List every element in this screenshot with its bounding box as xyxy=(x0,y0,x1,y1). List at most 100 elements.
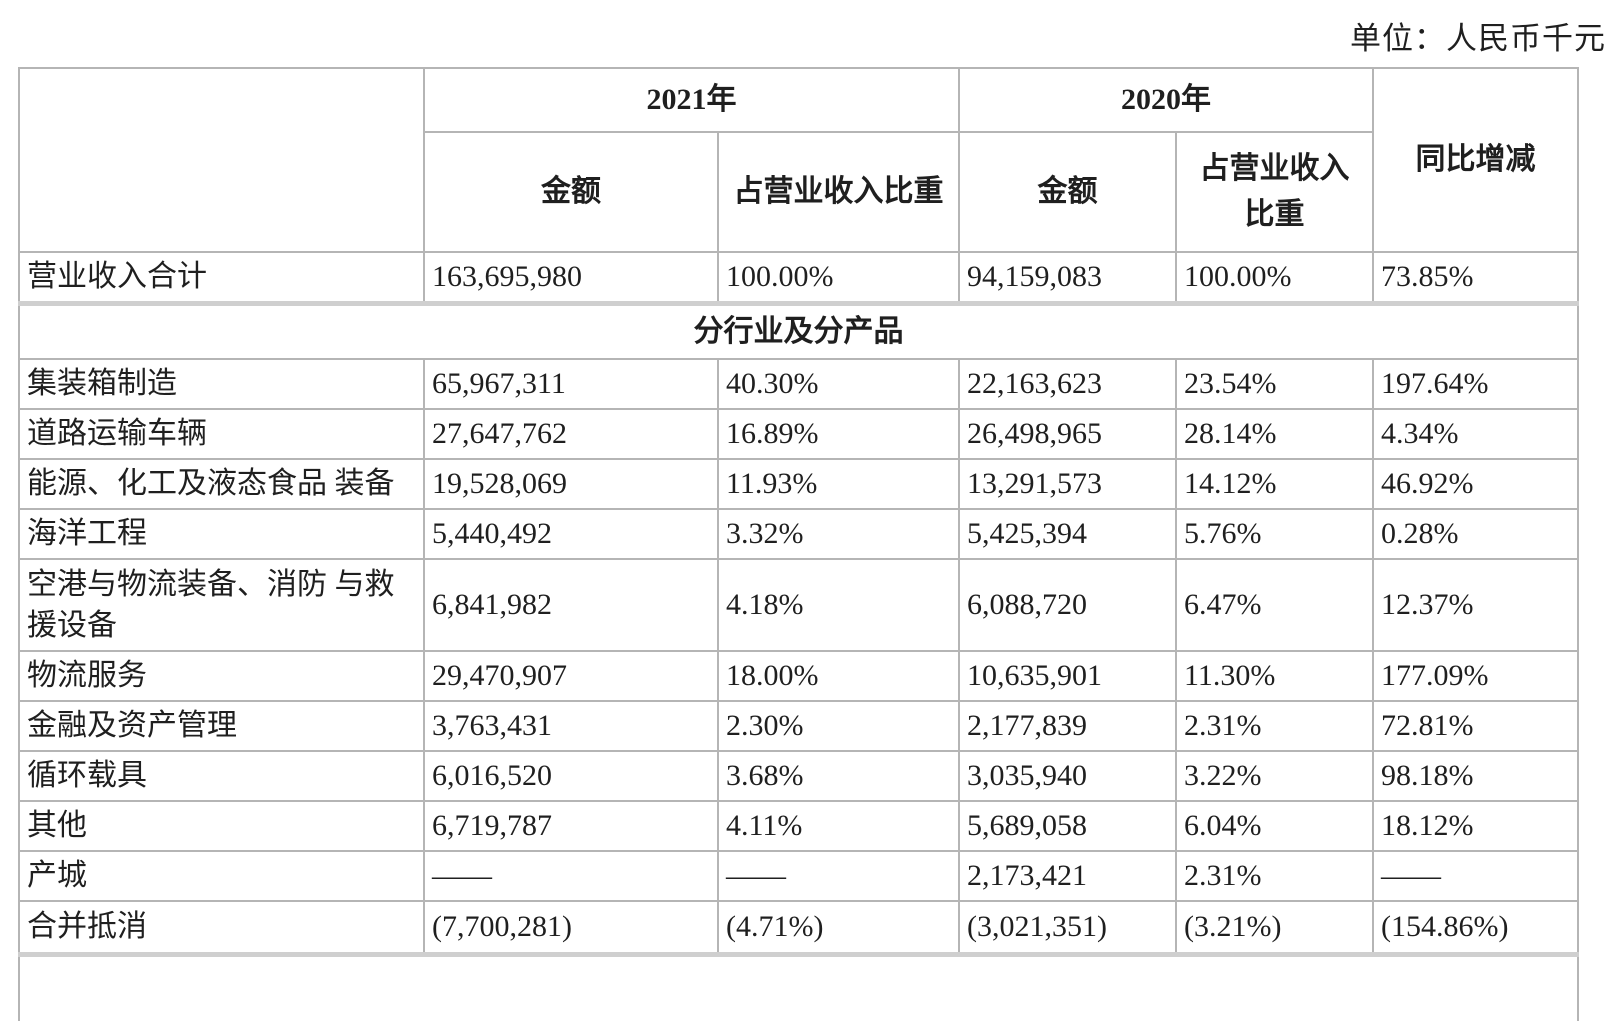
pct-2021-cell: (4.71%) xyxy=(718,901,959,955)
yoy-cell: (154.86%) xyxy=(1373,901,1578,955)
pct-2020-cell: 11.30% xyxy=(1176,651,1373,701)
amount-2020-cell: 2,177,839 xyxy=(959,701,1176,751)
row-label: 其他 xyxy=(19,801,424,851)
header-empty-cell xyxy=(19,68,424,252)
yoy-cell: 18.12% xyxy=(1373,801,1578,851)
amount-2021-cell: —— xyxy=(424,851,718,901)
revenue-breakdown-table: 2021年 2020年 同比增减 金额 占营业收入比重 金额 占营业收入 比重 … xyxy=(18,67,1579,1021)
amount-2021-cell: 6,841,982 xyxy=(424,559,718,651)
table-row-energy-chemical: 能源、化工及液态食品 装备 19,528,069 11.93% 13,291,5… xyxy=(19,459,1578,509)
pct-2020-cell: 2.31% xyxy=(1176,701,1373,751)
row-label: 营业收入合计 xyxy=(19,252,424,304)
pct-2020-cell: 14.12% xyxy=(1176,459,1373,509)
table-row-airport-logistics-fire: 空港与物流装备、消防 与救援设备 6,841,982 4.18% 6,088,7… xyxy=(19,559,1578,651)
pct-2020-cell: 23.54% xyxy=(1176,359,1373,409)
row-label: 物流服务 xyxy=(19,651,424,701)
amount-2020-cell: 13,291,573 xyxy=(959,459,1176,509)
pct-2020-cell: 3.22% xyxy=(1176,751,1373,801)
amount-2020-cell: 3,035,940 xyxy=(959,751,1176,801)
table-row-logistics-services: 物流服务 29,470,907 18.00% 10,635,901 11.30%… xyxy=(19,651,1578,701)
table-row-offshore-engineering: 海洋工程 5,440,492 3.32% 5,425,394 5.76% 0.2… xyxy=(19,509,1578,559)
amount-2021-cell: 5,440,492 xyxy=(424,509,718,559)
header-pct-2020: 占营业收入 比重 xyxy=(1176,132,1373,252)
pct-2021-cell: 4.18% xyxy=(718,559,959,651)
amount-2021-cell: (7,700,281) xyxy=(424,901,718,955)
amount-2020-cell: 2,173,421 xyxy=(959,851,1176,901)
pct-2020-cell: 2.31% xyxy=(1176,851,1373,901)
pct-2020-cell: 5.76% xyxy=(1176,509,1373,559)
yoy-cell: 72.81% xyxy=(1373,701,1578,751)
pct-2020-cell: 6.47% xyxy=(1176,559,1373,651)
pct-2020-cell: 6.04% xyxy=(1176,801,1373,851)
row-label: 金融及资产管理 xyxy=(19,701,424,751)
table-row-industry-city: 产城 —— —— 2,173,421 2.31% —— xyxy=(19,851,1578,901)
pct-2021-cell: 11.93% xyxy=(718,459,959,509)
header-row-years: 2021年 2020年 同比增减 xyxy=(19,68,1578,132)
table-row-finance-asset-mgmt: 金融及资产管理 3,763,431 2.30% 2,177,839 2.31% … xyxy=(19,701,1578,751)
amount-2020-cell: 6,088,720 xyxy=(959,559,1176,651)
amount-2020-cell: 26,498,965 xyxy=(959,409,1176,459)
header-pct-2020-line2: 比重 xyxy=(1181,192,1368,239)
pct-2021-cell: 18.00% xyxy=(718,651,959,701)
row-label: 循环载具 xyxy=(19,751,424,801)
table-row-road-vehicles: 道路运输车辆 27,647,762 16.89% 26,498,965 28.1… xyxy=(19,409,1578,459)
amount-2021-cell: 27,647,762 xyxy=(424,409,718,459)
row-label: 产城 xyxy=(19,851,424,901)
header-pct-2021: 占营业收入比重 xyxy=(718,132,959,252)
amount-2021-cell: 65,967,311 xyxy=(424,359,718,409)
pct-2021-cell: 16.89% xyxy=(718,409,959,459)
table-row-cutoff-stub xyxy=(19,955,1578,1021)
pct-2021-cell: 2.30% xyxy=(718,701,959,751)
row-label: 合并抵消 xyxy=(19,901,424,955)
yoy-cell: 177.09% xyxy=(1373,651,1578,701)
section-header-row: 分行业及分产品 xyxy=(19,304,1578,360)
amount-2021-cell: 6,719,787 xyxy=(424,801,718,851)
amount-2021-cell: 6,016,520 xyxy=(424,751,718,801)
header-amount-2020: 金额 xyxy=(959,132,1176,252)
amount-2020-cell: 94,159,083 xyxy=(959,252,1176,304)
yoy-cell: 0.28% xyxy=(1373,509,1578,559)
amount-2020-cell: 5,689,058 xyxy=(959,801,1176,851)
amount-2021-cell: 29,470,907 xyxy=(424,651,718,701)
pct-2020-cell: (3.21%) xyxy=(1176,901,1373,955)
header-yoy-change: 同比增减 xyxy=(1373,68,1578,252)
amount-2020-cell: (3,021,351) xyxy=(959,901,1176,955)
row-label: 能源、化工及液态食品 装备 xyxy=(19,459,424,509)
yoy-cell: 12.37% xyxy=(1373,559,1578,651)
stub-cell xyxy=(19,955,1578,1021)
yoy-cell: 46.92% xyxy=(1373,459,1578,509)
amount-2020-cell: 10,635,901 xyxy=(959,651,1176,701)
amount-2021-cell: 3,763,431 xyxy=(424,701,718,751)
header-amount-2021: 金额 xyxy=(424,132,718,252)
pct-2021-cell: 4.11% xyxy=(718,801,959,851)
pct-2021-cell: —— xyxy=(718,851,959,901)
yoy-cell: —— xyxy=(1373,851,1578,901)
pct-2021-cell: 100.00% xyxy=(718,252,959,304)
unit-label: 单位：人民币千元 xyxy=(0,0,1612,67)
table-row-circular-carriers: 循环载具 6,016,520 3.68% 3,035,940 3.22% 98.… xyxy=(19,751,1578,801)
table-row-total-revenue: 营业收入合计 163,695,980 100.00% 94,159,083 10… xyxy=(19,252,1578,304)
row-label: 空港与物流装备、消防 与救援设备 xyxy=(19,559,424,651)
table-row-consolidation-elimination: 合并抵消 (7,700,281) (4.71%) (3,021,351) (3.… xyxy=(19,901,1578,955)
yoy-cell: 73.85% xyxy=(1373,252,1578,304)
pct-2020-cell: 100.00% xyxy=(1176,252,1373,304)
amount-2021-cell: 19,528,069 xyxy=(424,459,718,509)
yoy-cell: 98.18% xyxy=(1373,751,1578,801)
pct-2021-cell: 40.30% xyxy=(718,359,959,409)
pct-2021-cell: 3.32% xyxy=(718,509,959,559)
amount-2020-cell: 5,425,394 xyxy=(959,509,1176,559)
yoy-cell: 197.64% xyxy=(1373,359,1578,409)
pct-2021-cell: 3.68% xyxy=(718,751,959,801)
row-label: 集装箱制造 xyxy=(19,359,424,409)
yoy-cell: 4.34% xyxy=(1373,409,1578,459)
row-label: 海洋工程 xyxy=(19,509,424,559)
amount-2020-cell: 22,163,623 xyxy=(959,359,1176,409)
row-label: 道路运输车辆 xyxy=(19,409,424,459)
table-row-others: 其他 6,719,787 4.11% 5,689,058 6.04% 18.12… xyxy=(19,801,1578,851)
table-row-containers: 集装箱制造 65,967,311 40.30% 22,163,623 23.54… xyxy=(19,359,1578,409)
header-year-2021: 2021年 xyxy=(424,68,959,132)
pct-2020-cell: 28.14% xyxy=(1176,409,1373,459)
header-pct-2020-line1: 占营业收入 xyxy=(1181,146,1368,193)
amount-2021-cell: 163,695,980 xyxy=(424,252,718,304)
section-label: 分行业及分产品 xyxy=(19,304,1578,360)
